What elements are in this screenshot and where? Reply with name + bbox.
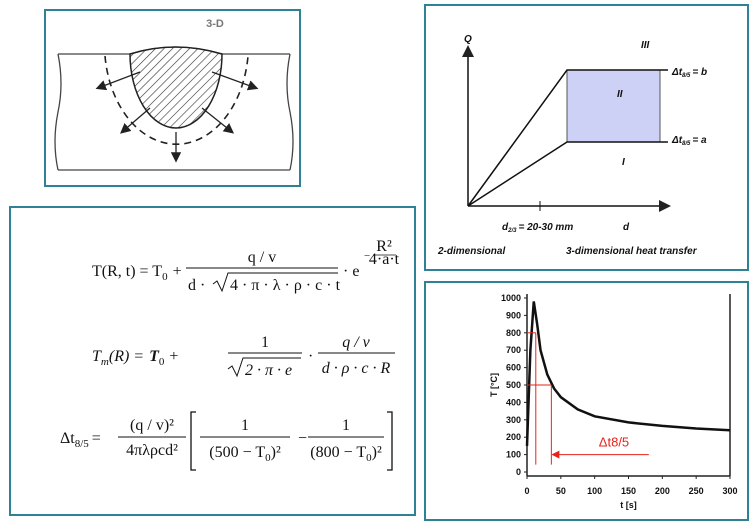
x-axis-label: t [s] (620, 500, 637, 510)
denominator: 4πλρcd² (126, 442, 178, 459)
formula-text: T(R, t) = T0+ (92, 263, 182, 283)
y-tick-label: 1000 (501, 293, 521, 303)
formula-1: T(R, t) = T0+ q / v d · 4 · π · λ · ρ · … (92, 238, 400, 294)
panel-border (425, 282, 748, 520)
numerator: q / v (342, 334, 370, 351)
y-tick-label: 700 (506, 345, 521, 355)
region-label: III (641, 40, 650, 51)
annotation-label: Δt8/5 (599, 435, 629, 450)
formula-2: Tm(R) =T0+ 1 2 · π · e · q / v d · ρ · c… (92, 334, 395, 379)
numerator: 1 (241, 417, 249, 434)
y-tick-label: 200 (506, 432, 521, 442)
denominator: d · (188, 277, 205, 294)
y-axis-label: T [°C] (489, 373, 499, 397)
denominator: (800 − T0)² (310, 444, 382, 464)
formula-3: Δt8/5= (q / v)² 4πλρcd² 1 (500 − T0)² − … (60, 412, 392, 470)
axis-label: Q (464, 34, 472, 45)
y-tick-label: 600 (506, 363, 521, 373)
radicand: 2 · π · e (245, 362, 292, 379)
minus: − (298, 430, 307, 447)
slide: 3-D T(R, t) = T0+ q / v d · 4 · π · λ · … (0, 0, 753, 528)
y-tick-label: 0 (516, 467, 521, 477)
x-tick-label: 0 (524, 486, 529, 496)
weld-label: 3-D (206, 18, 224, 30)
line-label: Δt8/5= b (671, 67, 707, 79)
x-tick-label: 250 (689, 486, 704, 496)
weld-panel: 3-D (45, 10, 300, 186)
x-tick-label: 150 (621, 486, 636, 496)
line-label: Δt8/5= a (671, 135, 707, 147)
y-tick-label: 800 (506, 328, 521, 338)
x-tick-label: 100 (587, 486, 602, 496)
region-label: I (622, 157, 625, 168)
y-tick-label: 300 (506, 415, 521, 425)
cooling-curve (527, 301, 730, 445)
factor: · e (343, 263, 359, 280)
y-tick-label: 500 (506, 380, 521, 390)
radicand: 4 · π · λ · ρ · c · t (230, 277, 341, 294)
formula-text: Δt8/5= (60, 430, 101, 450)
x-tick-label: 200 (655, 486, 670, 496)
cooling-chart: 0 100 200 300 400 500 600 700 800 900 1000 0 50 100 15… (425, 282, 748, 520)
numerator: 1 (342, 417, 350, 434)
y-tick-label: 400 (506, 397, 521, 407)
axis-label: d (623, 222, 630, 233)
region-caption: 3-dimensional heat transfer (566, 246, 698, 257)
y-tick-label: 900 (506, 310, 521, 320)
y-tick-label: 100 (506, 450, 521, 460)
region-label: II (617, 89, 623, 100)
weld-bead (130, 47, 222, 128)
numerator: 1 (261, 334, 269, 351)
numerator: q / v (248, 249, 276, 266)
exponent-denominator: 4·a·t (369, 251, 400, 268)
dot: · (308, 348, 313, 365)
brackets (191, 412, 392, 470)
x-tick-label: 300 (722, 486, 737, 496)
numerator: (q / v)² (130, 417, 174, 434)
regime-panel: Q III II I Δt8/5= b Δt8/5= a d2/3= 20-30… (425, 5, 748, 270)
region-caption: 2-dimensional (437, 246, 505, 257)
formula-text: Tm(R) =T0+ (92, 348, 178, 368)
denominator: d · ρ · c · R (322, 360, 391, 377)
thickness-label: d2/3= 20-30 mm (502, 222, 573, 234)
denominator: (500 − T0)² (209, 444, 281, 464)
region-ii (567, 70, 660, 142)
formula-panel: T(R, t) = T0+ q / v d · 4 · π · λ · ρ · … (10, 207, 415, 515)
x-tick-label: 50 (556, 486, 566, 496)
